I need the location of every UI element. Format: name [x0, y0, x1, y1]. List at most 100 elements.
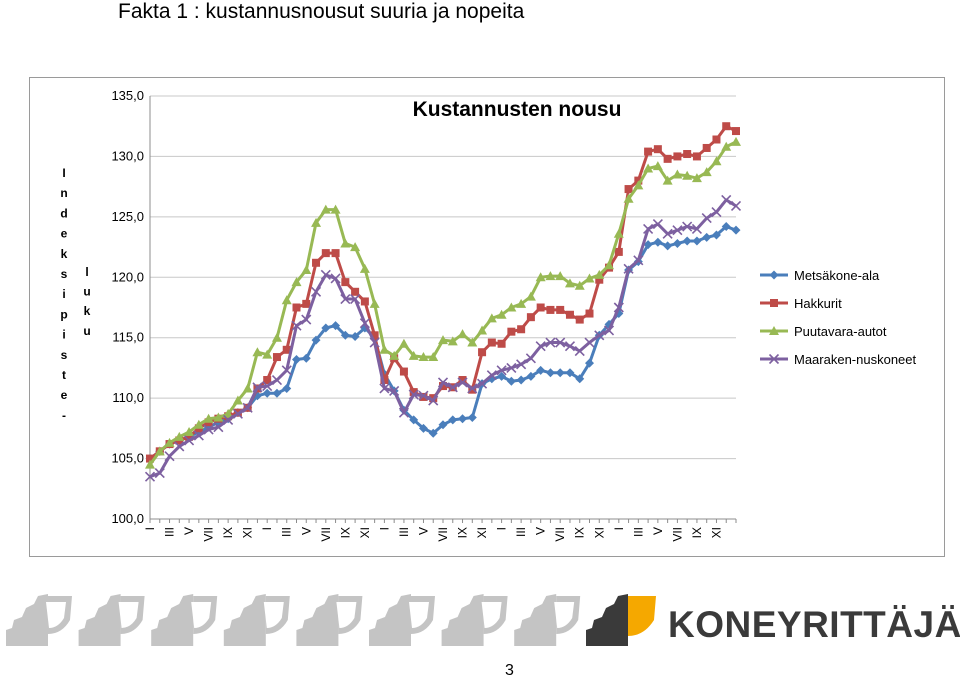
- data-point: [379, 383, 390, 394]
- data-point: [663, 154, 672, 163]
- y-axis-label-char: -: [62, 408, 66, 422]
- data-point: [184, 426, 195, 436]
- data-point: [768, 353, 780, 365]
- logo-mark-main: [586, 594, 656, 646]
- data-point: [428, 352, 439, 362]
- logo-mark: [441, 594, 508, 646]
- data-point: [487, 338, 496, 347]
- data-point: [447, 382, 458, 393]
- data-point: [310, 286, 322, 297]
- data-point: [439, 382, 447, 391]
- data-point: [370, 331, 379, 340]
- x-tick-label: IX: [573, 527, 587, 538]
- data-point: [203, 424, 214, 435]
- data-point: [301, 353, 311, 363]
- data-point: [164, 451, 175, 462]
- data-point: [585, 358, 594, 368]
- data-point: [418, 390, 429, 401]
- series-4: [144, 194, 742, 482]
- y-tick-label: 130,0: [111, 148, 144, 163]
- data-point: [467, 412, 477, 422]
- logo-marks: [6, 594, 656, 646]
- logo-cup-inner: [409, 602, 429, 628]
- data-point: [458, 376, 467, 385]
- legend-label: Hakkurit: [794, 296, 842, 311]
- data-point: [232, 395, 243, 405]
- data-point: [535, 341, 546, 352]
- data-point: [271, 374, 283, 386]
- y-tick-label: 110,0: [112, 390, 144, 405]
- data-point: [341, 278, 350, 287]
- data-point: [633, 180, 644, 190]
- data-point: [556, 305, 565, 314]
- data-point: [409, 388, 418, 397]
- data-point: [623, 193, 634, 203]
- data-point: [682, 236, 692, 246]
- data-point: [457, 329, 468, 339]
- data-point: [517, 325, 526, 334]
- data-point: [516, 375, 526, 385]
- logo-mark: [369, 594, 435, 646]
- data-point: [643, 163, 654, 173]
- data-point: [428, 428, 438, 438]
- data-point: [691, 173, 702, 183]
- data-point: [574, 280, 585, 290]
- koneyrittajat-logo-strip: KONEYRITTÄJÄT: [6, 594, 960, 646]
- data-point: [683, 150, 692, 159]
- data-point: [478, 348, 487, 357]
- x-tick-label: I: [612, 527, 626, 530]
- data-point: [282, 383, 292, 393]
- data-point: [623, 263, 634, 274]
- data-point: [438, 335, 448, 345]
- data-point: [711, 156, 722, 166]
- data-point: [398, 338, 409, 348]
- data-point: [321, 249, 330, 258]
- y-axis-label-char: l: [85, 265, 88, 279]
- data-point: [477, 378, 488, 389]
- data-point: [701, 167, 712, 177]
- data-point: [525, 291, 536, 301]
- page-number: 3: [505, 662, 514, 679]
- logo-gear-body: [441, 594, 484, 646]
- data-point: [633, 255, 644, 266]
- data-point: [653, 237, 663, 247]
- y-axis-label-char: i: [62, 287, 65, 301]
- data-point: [585, 309, 594, 318]
- data-point: [711, 206, 722, 218]
- x-tick-label: I: [260, 527, 274, 530]
- data-point: [360, 297, 369, 306]
- data-point: [418, 352, 429, 362]
- logo-gear-body: [514, 594, 557, 646]
- data-point: [672, 169, 683, 179]
- data-point: [330, 273, 341, 284]
- data-point: [564, 341, 576, 352]
- y-axis-label-char: i: [62, 328, 65, 342]
- data-point: [271, 332, 282, 342]
- data-point: [702, 143, 711, 152]
- data-point: [769, 326, 779, 335]
- data-point: [350, 332, 360, 342]
- legend-label: Metsäkone-ala: [794, 268, 880, 283]
- data-point: [536, 365, 546, 375]
- data-point: [721, 141, 732, 151]
- data-point: [312, 258, 321, 267]
- data-point: [203, 413, 214, 423]
- data-point: [663, 241, 673, 251]
- data-point: [292, 303, 301, 312]
- data-point: [624, 185, 633, 194]
- legend-label: Maaraken-nuskoneet: [794, 352, 917, 367]
- data-point: [146, 454, 154, 463]
- data-point: [174, 431, 185, 441]
- data-point: [516, 298, 527, 308]
- data-point: [262, 388, 272, 398]
- x-tick-label: XI: [709, 527, 723, 538]
- data-point: [545, 271, 556, 281]
- data-point: [770, 299, 778, 307]
- data-point: [643, 240, 653, 250]
- data-point: [252, 347, 263, 357]
- series-3: [145, 136, 741, 469]
- data-point: [359, 263, 370, 273]
- data-point: [486, 313, 497, 323]
- data-point: [223, 408, 234, 418]
